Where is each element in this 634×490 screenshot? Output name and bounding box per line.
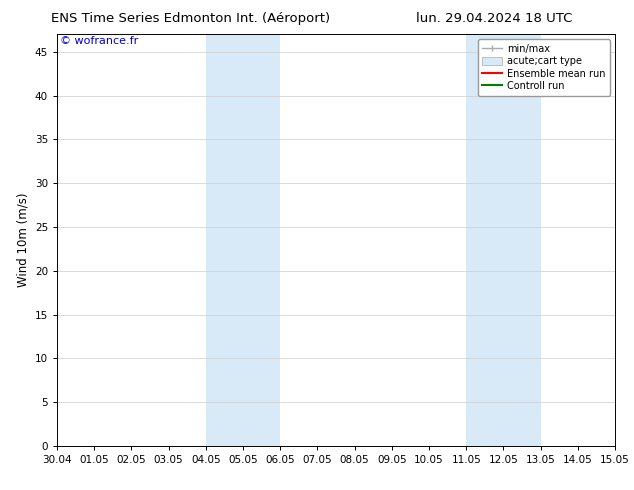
Text: ENS Time Series Edmonton Int. (Aéroport): ENS Time Series Edmonton Int. (Aéroport) [51,12,330,25]
Bar [466,34,541,446]
Text: lun. 29.04.2024 18 UTC: lun. 29.04.2024 18 UTC [417,12,573,25]
Text: © wofrance.fr: © wofrance.fr [60,36,138,47]
Legend: min/max, acute;cart type, Ensemble mean run, Controll run: min/max, acute;cart type, Ensemble mean … [477,39,610,96]
Y-axis label: Wind 10m (m/s): Wind 10m (m/s) [16,193,29,287]
Bar [206,34,280,446]
